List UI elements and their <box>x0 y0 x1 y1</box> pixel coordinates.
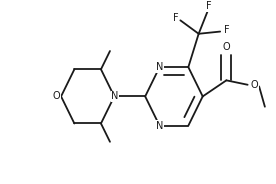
Text: F: F <box>224 25 229 35</box>
Text: F: F <box>172 13 178 23</box>
Text: O: O <box>250 80 258 90</box>
Text: O: O <box>53 91 60 101</box>
Text: N: N <box>156 121 163 131</box>
Text: N: N <box>156 62 163 72</box>
Text: F: F <box>206 1 212 11</box>
Text: N: N <box>111 91 119 101</box>
Text: O: O <box>222 42 230 52</box>
